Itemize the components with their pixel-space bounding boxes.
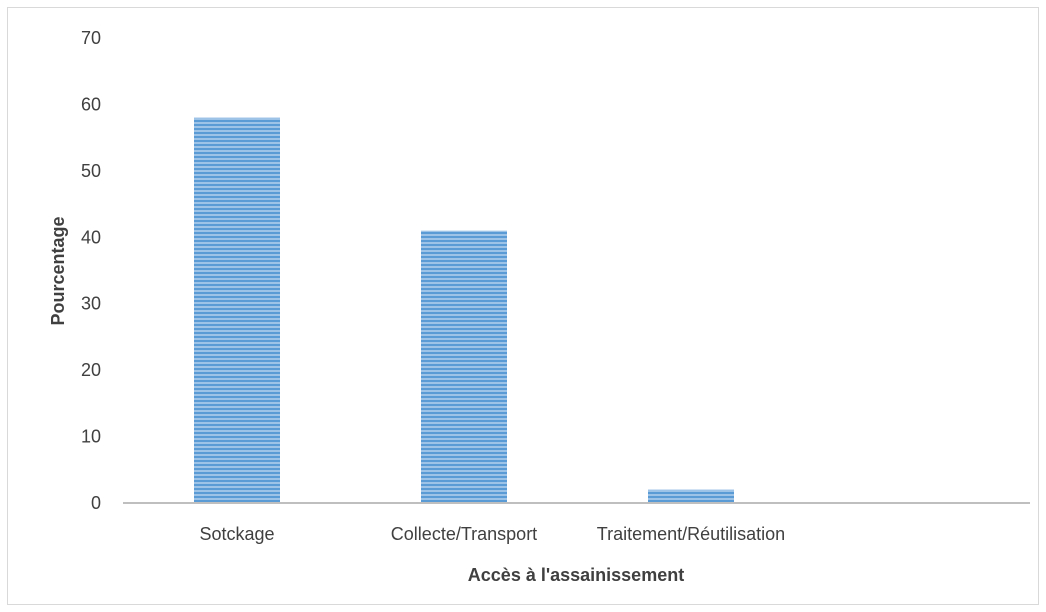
bar: [421, 230, 507, 503]
x-tick-label: Sotckage: [199, 524, 274, 544]
y-tick-label: 0: [91, 493, 101, 513]
y-tick-label: 50: [81, 161, 101, 181]
x-tick-label: Collecte/Transport: [391, 524, 537, 544]
y-tick-label: 20: [81, 360, 101, 380]
x-axis-ticks: Sotckage Collecte/Transport Traitement/Réu…: [199, 524, 785, 544]
y-axis-ticks: 0 10 20 30 40 50 60 70: [81, 28, 101, 513]
y-tick-label: 40: [81, 227, 101, 247]
y-axis-title: Pourcentage: [48, 216, 68, 325]
chart-frame: [7, 7, 1039, 605]
bars: [194, 117, 734, 503]
y-tick-label: 70: [81, 28, 101, 48]
x-axis-title: Accès à l'assainissement: [468, 565, 684, 585]
x-tick-label: Traitement/Réutilisation: [597, 524, 785, 544]
bar: [648, 489, 734, 503]
bar: [194, 117, 280, 503]
y-tick-label: 10: [81, 427, 101, 447]
y-tick-label: 60: [81, 94, 101, 114]
y-tick-label: 30: [81, 294, 101, 314]
